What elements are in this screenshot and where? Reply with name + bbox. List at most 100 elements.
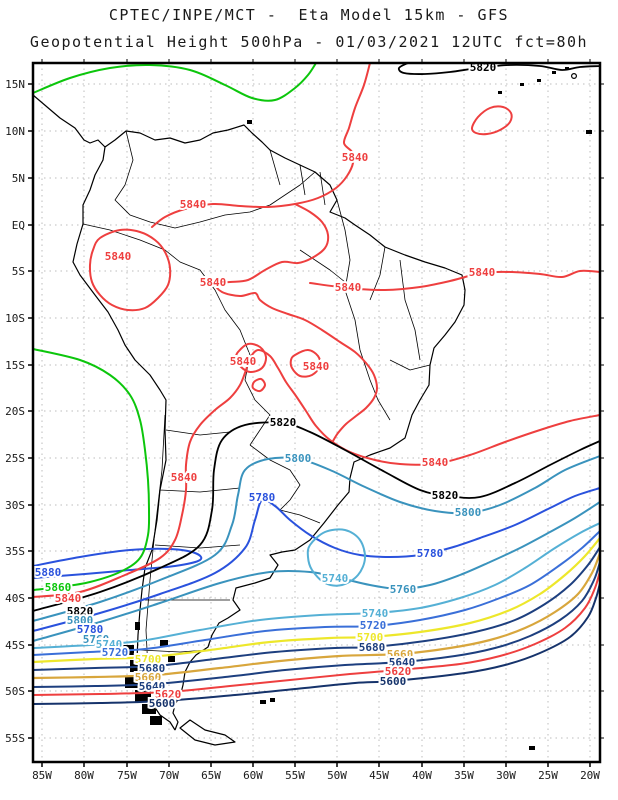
lon-tick-label: 35W	[454, 769, 474, 782]
contour-line-5840	[470, 105, 513, 136]
lon-tick-label: 50W	[327, 769, 347, 782]
contour-label-5600: 5600	[380, 675, 407, 688]
lon-tick-label: 55W	[285, 769, 305, 782]
contour-label-5660: 5660	[135, 671, 162, 684]
contour-label-5820: 5820	[270, 416, 297, 429]
contour-line-5840	[151, 62, 371, 228]
lat-tick-label: 45S	[5, 639, 25, 652]
axis-ticks	[28, 59, 604, 767]
contour-line-5620	[32, 570, 601, 696]
page-subtitle: Geopotential Height 500hPa - 01/03/2021 …	[29, 33, 589, 51]
contour-label-5840: 5840	[200, 276, 227, 289]
contour-label-5640: 5640	[389, 656, 416, 669]
contour-line-5860	[32, 348, 151, 591]
lon-tick-label: 70W	[159, 769, 179, 782]
contour-label-5740: 5740	[96, 638, 123, 651]
contour-label-5620: 5620	[155, 688, 182, 701]
contour-label-5600: 5600	[149, 697, 176, 710]
lon-tick-label: 60W	[243, 769, 263, 782]
contour-label-5840: 5840	[105, 250, 132, 263]
lon-tick-label: 75W	[117, 769, 137, 782]
contour-label-5680: 5680	[139, 662, 166, 675]
contour-line-5760	[32, 501, 601, 642]
contour-line-5740	[32, 522, 601, 649]
contour-label-5820: 5820	[432, 489, 459, 502]
contour-line-5720	[32, 530, 601, 656]
contour-line-5880	[32, 547, 203, 579]
lat-tick-label: 30S	[5, 499, 25, 512]
contour-line-5840	[88, 228, 172, 312]
contour-label-5840: 5840	[230, 355, 257, 368]
lat-tick-label: 5S	[12, 265, 25, 278]
lon-tick-label: 65W	[201, 769, 221, 782]
contour-label-5860: 5860	[45, 581, 72, 594]
contour-line-5840	[289, 349, 322, 378]
lon-tick-label: 30W	[496, 769, 516, 782]
lon-tick-label: 25W	[538, 769, 558, 782]
contour-lines	[31, 62, 602, 705]
coastline	[32, 94, 466, 746]
contour-label-5720: 5720	[102, 646, 129, 659]
contour-line-5600	[32, 582, 601, 705]
contour-label-5760: 5760	[83, 633, 110, 646]
lon-tick-label: 85W	[32, 769, 52, 782]
lat-tick-label: 40S	[5, 592, 25, 605]
contour-label-5800: 5800	[285, 452, 312, 465]
contour-line-5840	[251, 377, 266, 393]
contour-label-5840: 5840	[335, 281, 362, 294]
contour-label-5700: 5700	[357, 631, 384, 644]
contour-line-5840	[32, 348, 601, 598]
contour-line-5840	[213, 203, 379, 442]
lat-tick-label: 10S	[5, 312, 25, 325]
contour-label-5780: 5780	[417, 547, 444, 560]
contour-label-5840: 5840	[171, 471, 198, 484]
contour-line-5660	[31, 551, 602, 680]
contour-label-5800: 5800	[67, 614, 94, 627]
lat-tick-label: EQ	[12, 219, 25, 232]
page-title: CPTEC/INPE/MCT - Eta Model 15km - GFS	[108, 6, 510, 24]
contour-line-5800	[32, 455, 601, 622]
contour-label-5840: 5840	[342, 151, 369, 164]
contour-label-5620: 5620	[385, 665, 412, 678]
lat-tick-label: 10N	[5, 125, 25, 138]
contour-label-5840: 5840	[422, 456, 449, 469]
contour-line-5680	[32, 546, 601, 671]
lat-tick-label: 15S	[5, 359, 25, 372]
contour-label-5720: 5720	[360, 619, 387, 632]
contour-label-5760: 5760	[390, 583, 417, 596]
contour-line-5820	[397, 62, 601, 75]
contour-line-5700	[31, 536, 602, 664]
lat-tick-label: 20S	[5, 405, 25, 418]
contour-line-5640	[32, 561, 601, 688]
lat-tick-label: 5N	[12, 172, 25, 185]
contour-label-5840: 5840	[180, 198, 207, 211]
contour-label-5740: 5740	[362, 607, 389, 620]
contour-line-5860	[32, 62, 317, 102]
lat-tick-label: 35S	[5, 545, 25, 558]
contour-label-5680: 5680	[359, 641, 386, 654]
contour-label-5880: 5880	[35, 566, 62, 579]
lon-tick-label: 20W	[580, 769, 600, 782]
contour-label-5840: 5840	[55, 592, 82, 605]
contour-label-5840: 5840	[303, 360, 330, 373]
lat-tick-label: 55S	[5, 732, 25, 745]
contour-line-5780	[32, 487, 601, 632]
lon-tick-label: 40W	[412, 769, 432, 782]
contour-label-5640: 5640	[139, 680, 166, 693]
lon-tick-label: 45W	[369, 769, 389, 782]
contour-label-5780: 5780	[249, 491, 276, 504]
lat-tick-label: 15N	[5, 78, 25, 91]
contour-label-5780: 5780	[77, 623, 104, 636]
contour-label-5740: 5740	[322, 572, 349, 585]
contour-label-5820: 5820	[67, 605, 94, 618]
map-frame	[31, 61, 602, 764]
contour-line-5740	[306, 528, 367, 587]
country-borders	[82, 130, 431, 701]
axis-labels: 85W 80W 75W 70W 65W 60W 55W 50W 45W 40W 35W 30W 25W 2…	[5, 78, 600, 782]
contour-label-5700: 5700	[135, 653, 162, 666]
contour-line-5840	[234, 342, 268, 374]
lat-tick-label: 25S	[5, 452, 25, 465]
